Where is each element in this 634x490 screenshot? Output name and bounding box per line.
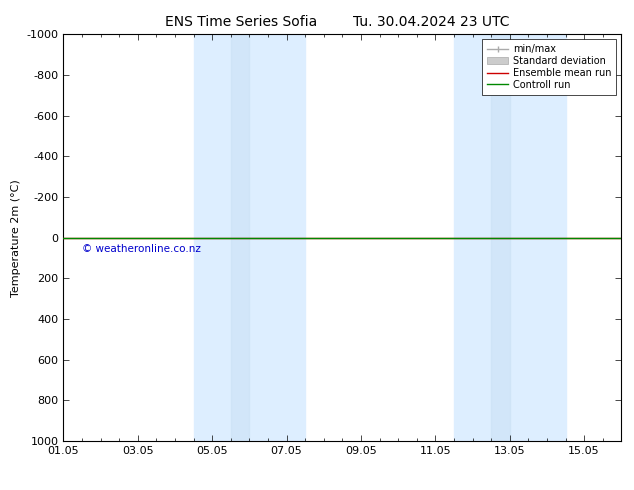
Bar — [454, 34, 566, 441]
Bar — [491, 34, 510, 441]
Bar — [193, 34, 305, 441]
Bar — [231, 34, 249, 441]
Y-axis label: Temperature 2m (°C): Temperature 2m (°C) — [11, 179, 21, 296]
Legend: min/max, Standard deviation, Ensemble mean run, Controll run: min/max, Standard deviation, Ensemble me… — [482, 39, 616, 95]
Text: Tu. 30.04.2024 23 UTC: Tu. 30.04.2024 23 UTC — [353, 15, 509, 29]
Text: ENS Time Series Sofia: ENS Time Series Sofia — [165, 15, 317, 29]
Text: © weatheronline.co.nz: © weatheronline.co.nz — [82, 244, 201, 254]
